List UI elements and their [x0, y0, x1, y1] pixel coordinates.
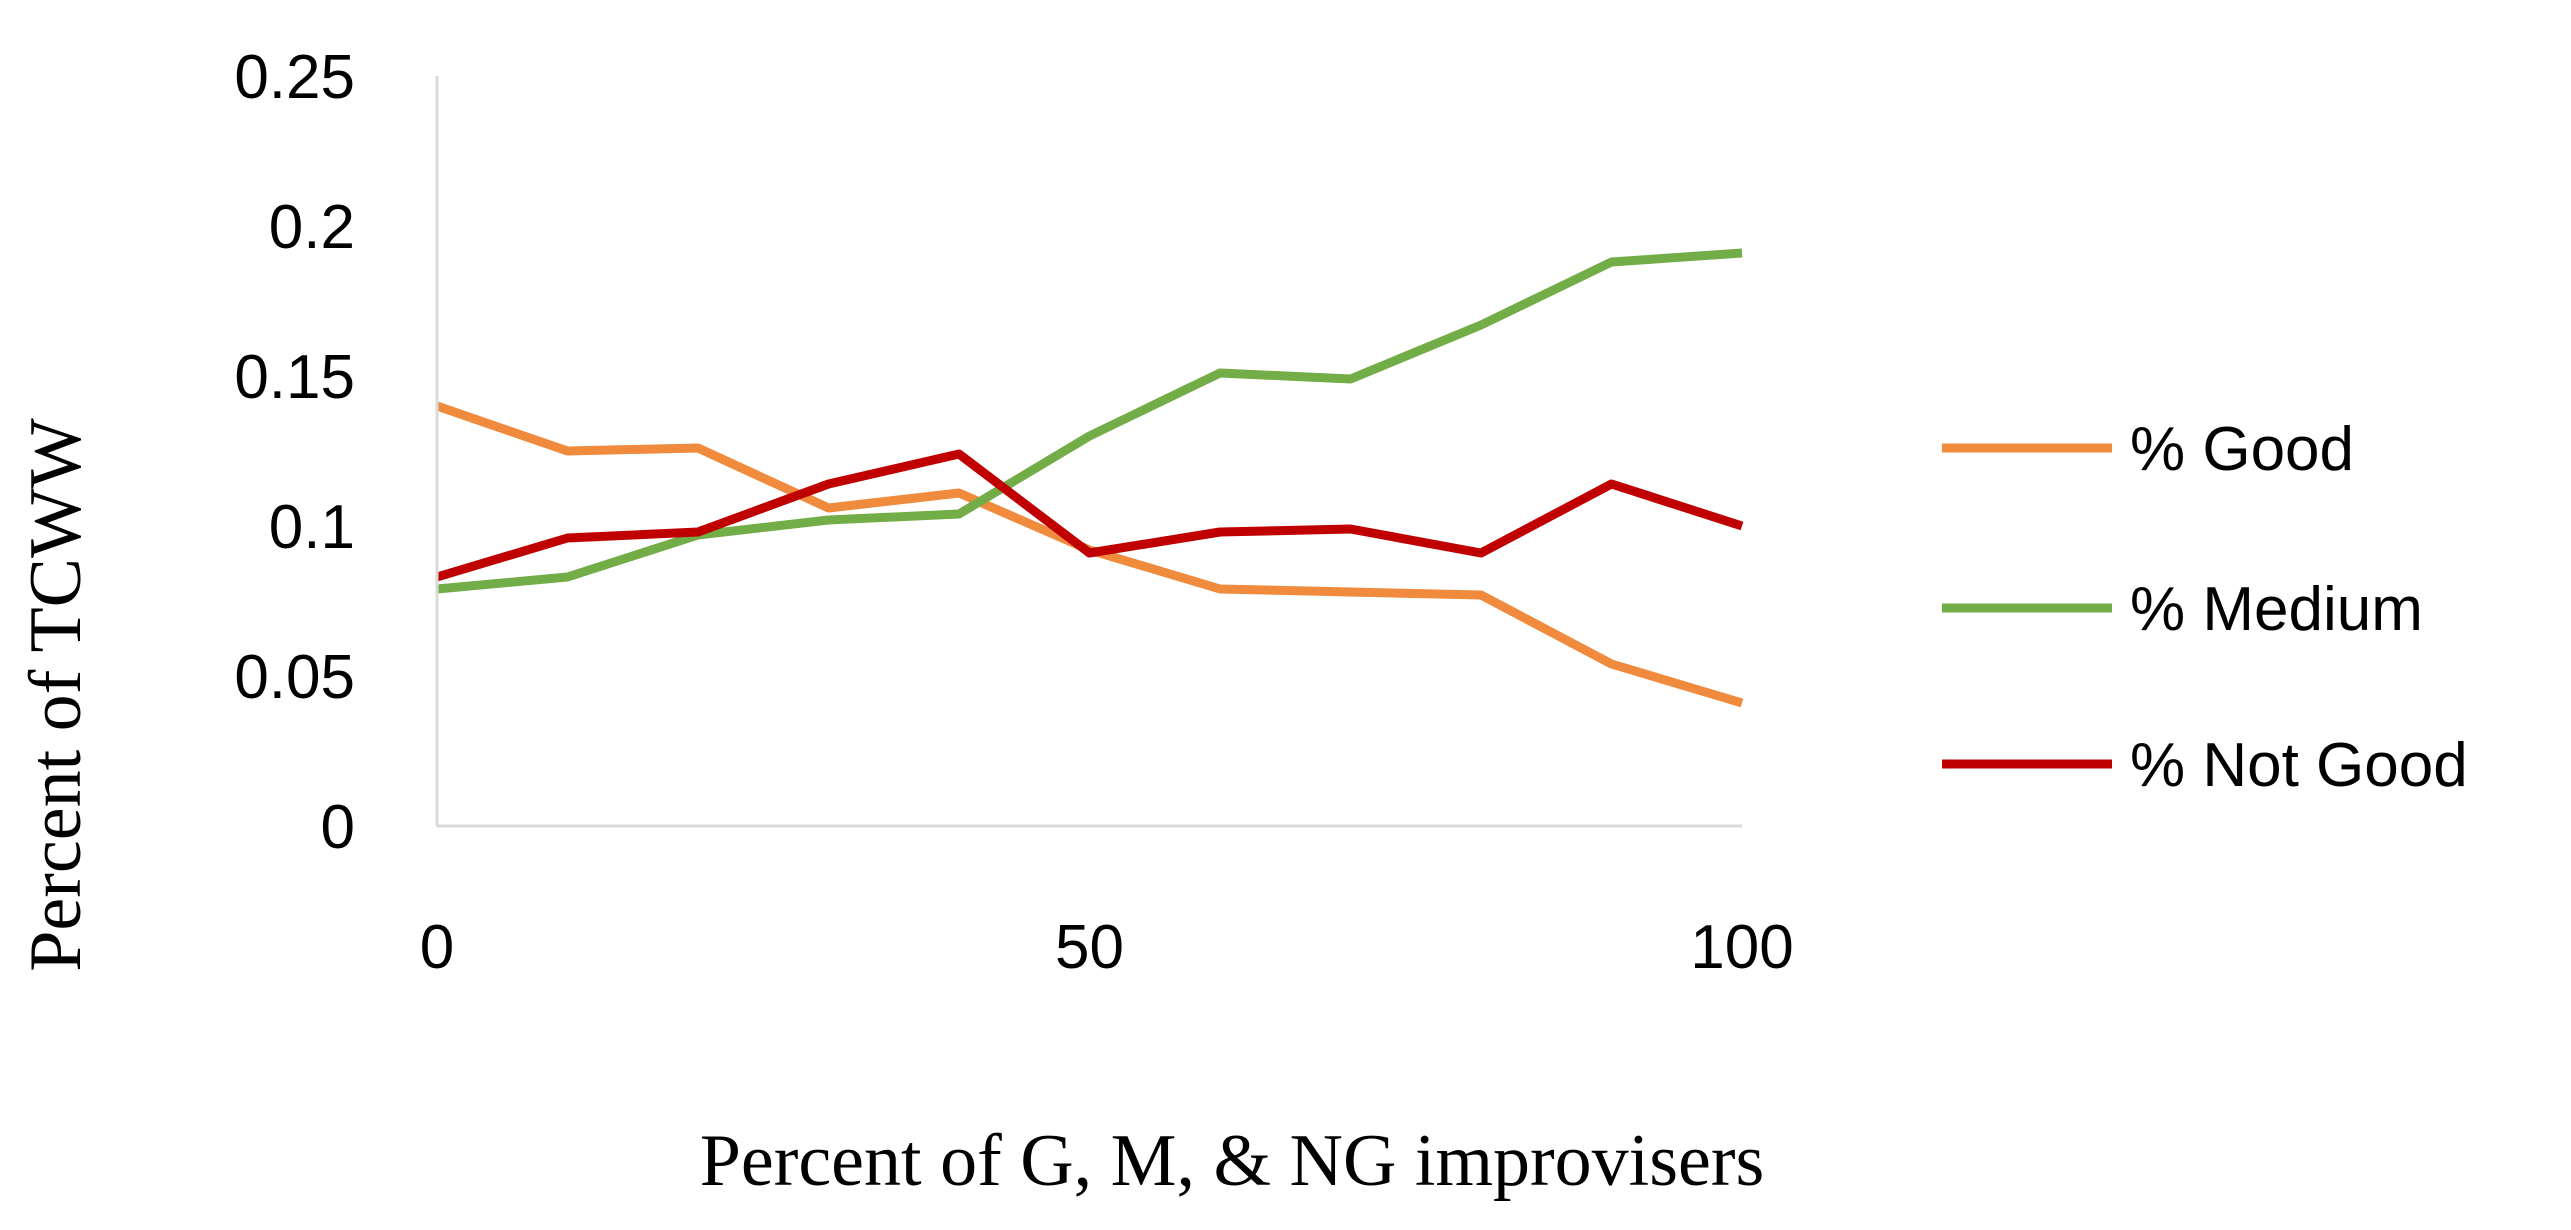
x-tick-label: 50 — [1055, 913, 1124, 982]
series-line-medium — [436, 248, 1743, 594]
series-layer — [435, 248, 1744, 708]
y-axis-title: Percent of TCWW — [15, 418, 97, 972]
x-axis-ticks: 0 50 100 — [420, 913, 1794, 982]
y-tick-label: 0.25 — [234, 43, 355, 112]
x-tick-label: 0 — [420, 913, 454, 982]
series-line-not-good — [435, 449, 1744, 582]
x-tick-label: 100 — [1690, 913, 1793, 982]
y-tick-label: 0.05 — [234, 643, 355, 712]
x-axis-title: Percent of G, M, & NG improvisers — [700, 1120, 1765, 1202]
y-tick-label: 0.15 — [234, 343, 355, 412]
y-axis-ticks: 0 0.05 0.1 0.15 0.2 0.25 — [234, 43, 355, 862]
legend-label-medium: % Medium — [2130, 575, 2423, 644]
y-tick-label: 0.1 — [269, 493, 355, 562]
y-tick-label: 0 — [321, 793, 355, 862]
y-tick-label: 0.2 — [269, 193, 355, 262]
legend: % Good % Medium % Not Good — [1942, 415, 2468, 800]
legend-label-not-good: % Not Good — [2130, 731, 2468, 800]
legend-label-good: % Good — [2130, 415, 2354, 484]
